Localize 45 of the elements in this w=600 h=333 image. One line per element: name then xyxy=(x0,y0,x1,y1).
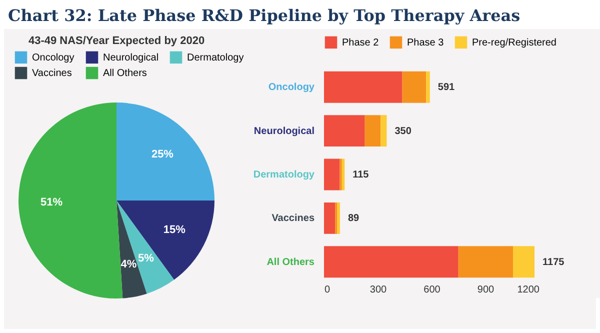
y-tick-label: Neurological xyxy=(254,126,315,137)
data-label: 25% xyxy=(151,148,174,161)
bar xyxy=(342,158,345,190)
total-label: 115 xyxy=(352,170,370,180)
x-tick-label: 1200 xyxy=(517,284,540,296)
data-label: 4% xyxy=(120,258,137,270)
bar xyxy=(402,71,426,103)
legend-label: Dermatology xyxy=(187,52,244,64)
total-label: 591 xyxy=(438,82,456,94)
x-tick-label: 300 xyxy=(370,284,388,296)
legend-label: Oncology xyxy=(32,52,74,64)
bar xyxy=(324,246,458,278)
pie-slice xyxy=(116,102,214,200)
bar xyxy=(324,71,402,103)
data-label: 5% xyxy=(138,252,154,264)
chart-subtitle: 43-49 NAS/Year Expected by 2020 xyxy=(28,35,205,47)
legend-label: Vaccines xyxy=(32,68,72,79)
y-tick-label: Oncology xyxy=(268,82,315,94)
x-tick-label: 0 xyxy=(324,284,330,296)
bar xyxy=(364,115,381,147)
legend-label: Phase 3 xyxy=(407,37,444,48)
bar xyxy=(513,246,535,278)
legend-label: All Others xyxy=(103,68,147,79)
pie-slice xyxy=(116,200,214,280)
total-label: 89 xyxy=(348,213,360,224)
y-tick-label: Vaccines xyxy=(272,213,315,224)
y-tick-label: All Others xyxy=(266,256,315,268)
total-label: 350 xyxy=(394,126,412,137)
x-tick-label: 900 xyxy=(477,284,495,296)
total-label: 1175 xyxy=(542,256,565,268)
bar xyxy=(337,202,340,234)
bar xyxy=(380,115,387,147)
legend-label: Pre-reg/Registered xyxy=(472,37,556,48)
bar xyxy=(426,71,430,103)
legend-label: Neurological xyxy=(103,52,159,64)
bar xyxy=(458,246,514,278)
data-label: 15% xyxy=(163,224,186,236)
bar xyxy=(324,202,336,234)
bar xyxy=(324,115,365,147)
chart-title: Chart 32: Late Phase R&D Pipeline by Top Therapy Areas xyxy=(7,5,522,27)
data-label: 51% xyxy=(40,196,63,209)
legend-label: Phase 2 xyxy=(342,37,380,48)
y-tick-label: Dermatology xyxy=(253,170,315,180)
bar xyxy=(324,158,340,190)
x-tick-label: 600 xyxy=(424,284,441,296)
